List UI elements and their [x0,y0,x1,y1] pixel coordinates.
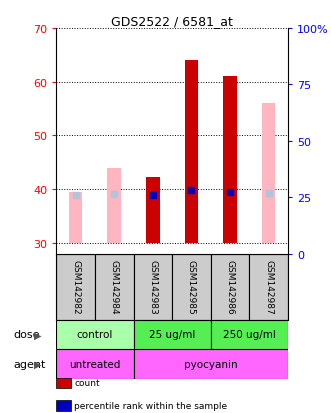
Bar [249,254,288,320]
Text: untreated: untreated [69,359,120,369]
Text: 250 ug/ml: 250 ug/ml [223,330,276,339]
Bar [56,254,95,320]
Bar [108,168,121,243]
Bar [211,320,288,349]
Bar [146,178,160,243]
Bar [56,320,133,349]
Text: percentile rank within the sample: percentile rank within the sample [74,401,228,410]
Text: pyocyanin: pyocyanin [184,359,238,369]
Text: agent: agent [13,359,46,369]
Bar [95,254,133,320]
Bar [211,254,249,320]
Bar [223,77,237,243]
Bar [133,254,172,320]
Text: GSM142987: GSM142987 [264,260,273,314]
Title: GDS2522 / 6581_at: GDS2522 / 6581_at [111,15,233,28]
Text: control: control [77,330,113,339]
Bar [133,320,211,349]
Text: dose: dose [13,330,40,339]
Text: GSM142982: GSM142982 [71,260,80,314]
Bar [56,349,133,379]
Text: GSM142986: GSM142986 [225,260,235,314]
Text: count: count [74,378,100,387]
Text: GSM142983: GSM142983 [148,260,157,314]
Text: 25 ug/ml: 25 ug/ml [149,330,195,339]
Bar [262,104,275,243]
Bar [133,349,288,379]
Text: ▶: ▶ [34,330,42,339]
Bar [69,192,82,243]
Bar [172,254,211,320]
Text: GSM142984: GSM142984 [110,260,119,314]
Text: GSM142985: GSM142985 [187,260,196,314]
Text: ▶: ▶ [34,359,42,369]
Bar [185,61,198,243]
